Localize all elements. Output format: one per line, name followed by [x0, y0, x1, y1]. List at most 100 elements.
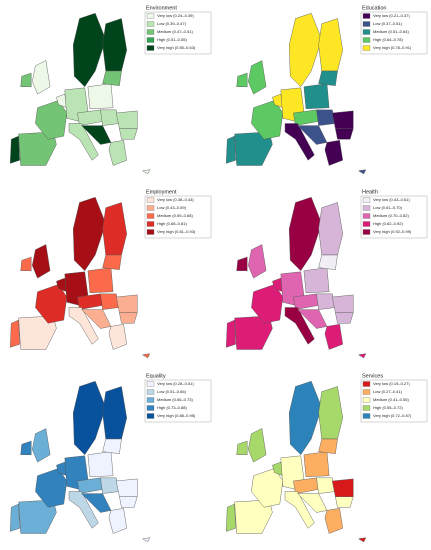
- legend-label: Very high (0.72–0.87): [373, 413, 412, 418]
- country: [20, 440, 32, 455]
- country: [284, 123, 315, 161]
- legend-swatch: [362, 389, 371, 395]
- country: [358, 169, 367, 175]
- country: [318, 70, 338, 86]
- legend-swatch: [362, 381, 371, 387]
- country: [316, 293, 336, 310]
- map-panel: [225, 13, 367, 175]
- country: [20, 72, 32, 87]
- legend-swatch: [362, 45, 371, 51]
- country: [9, 135, 20, 164]
- country: [335, 496, 354, 508]
- legend-swatch: [146, 213, 155, 219]
- legend-swatch: [362, 37, 371, 43]
- country: [68, 307, 99, 345]
- country: [116, 110, 138, 129]
- legend-label: High (0.82–0.92): [373, 221, 403, 226]
- legend-box: [360, 379, 428, 423]
- map-panel: [225, 197, 367, 359]
- country: [142, 169, 151, 175]
- legend-swatch: [362, 213, 371, 219]
- country: [297, 493, 328, 513]
- legend-label: Very low (0.28–0.51): [157, 381, 194, 386]
- country: [108, 324, 127, 350]
- legend-swatch: [146, 197, 155, 203]
- legend-label: Very low (0.43–0.61): [373, 197, 410, 202]
- country: [119, 128, 138, 140]
- legend-title: Equality: [146, 373, 166, 379]
- country: [288, 381, 322, 455]
- country: [318, 438, 338, 454]
- country: [102, 386, 127, 440]
- country: [248, 244, 267, 279]
- country: [284, 307, 315, 345]
- legend-label: Very high (0.78–0.91): [373, 45, 412, 50]
- country: [116, 478, 138, 497]
- legend-label: Low (0.61–0.70): [373, 205, 403, 210]
- legend-swatch: [362, 229, 371, 235]
- legend-swatch: [146, 221, 155, 227]
- country: [297, 125, 328, 145]
- country: [288, 197, 322, 271]
- legend-label: High (0.73–0.88): [157, 405, 187, 410]
- country: [316, 109, 336, 126]
- legend-swatch: [362, 13, 371, 19]
- country: [284, 491, 315, 529]
- legend: Equality Very low (0.28–0.51) Low (0.51–0.…: [144, 373, 212, 423]
- country: [116, 294, 138, 313]
- country: [9, 319, 20, 348]
- country: [332, 294, 354, 313]
- country: [102, 202, 127, 256]
- legend-label: Very high (0.88–0.95): [157, 413, 196, 418]
- legend-label: Low (0.39–0.47): [157, 21, 187, 26]
- country: [142, 353, 151, 359]
- legend-swatch: [362, 29, 371, 35]
- country: [288, 13, 322, 87]
- country: [248, 428, 267, 463]
- country: [108, 140, 127, 166]
- map-panel: [9, 381, 151, 543]
- country: [102, 254, 122, 270]
- country: [68, 123, 99, 161]
- legend-swatch: [146, 21, 155, 27]
- legend-label: Medium (0.59–0.68): [157, 213, 193, 218]
- legend-label: Low (0.43–0.59): [157, 205, 187, 210]
- legend-title: Services: [362, 373, 383, 379]
- legend-box: [360, 195, 428, 239]
- legend-swatch: [362, 397, 371, 403]
- legend-label: Low (0.37–0.51): [373, 21, 403, 26]
- country: [303, 267, 330, 294]
- country: [225, 503, 236, 532]
- country: [332, 478, 354, 497]
- country: [358, 537, 367, 543]
- legend-swatch: [146, 205, 155, 211]
- legend-swatch: [146, 229, 155, 235]
- legend-label: Low (0.27–0.41): [373, 389, 403, 394]
- country: [87, 83, 114, 110]
- country: [358, 353, 367, 359]
- legend-label: Very high (0.55–0.63): [157, 45, 196, 50]
- country: [68, 491, 99, 529]
- country: [335, 312, 354, 324]
- legend-title: Education: [362, 5, 386, 11]
- legend-label: Medium (0.66–0.73): [157, 397, 193, 402]
- country: [81, 125, 112, 145]
- legend-label: High (0.68–0.81): [157, 221, 187, 226]
- legend-swatch: [146, 389, 155, 395]
- country: [324, 324, 343, 350]
- legend: Health Very low (0.43–0.61) Low (0.61–0.70…: [360, 189, 428, 239]
- country: [225, 135, 236, 164]
- country: [303, 451, 330, 478]
- legend-swatch: [146, 397, 155, 403]
- legend: Education Very low (0.21–0.37) Low (0.37–0…: [360, 5, 428, 55]
- country: [72, 381, 106, 455]
- map-panel: [9, 197, 151, 359]
- legend-swatch: [146, 381, 155, 387]
- legend-label: Very low (0.38–0.43): [157, 197, 194, 202]
- legend-swatch: [362, 21, 371, 27]
- legend-box: [144, 11, 212, 55]
- legend-swatch: [146, 413, 155, 419]
- legend-box: [360, 11, 428, 55]
- country: [324, 508, 343, 534]
- legend-swatch: [362, 197, 371, 203]
